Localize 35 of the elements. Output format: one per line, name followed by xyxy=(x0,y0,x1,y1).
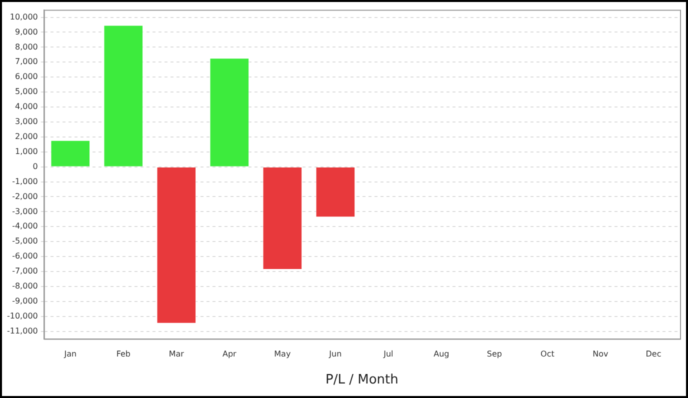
y-tick-label: 8,000 xyxy=(14,42,38,52)
y-tick-label: -10,000 xyxy=(6,311,38,320)
y-tick-label: 1,000 xyxy=(14,146,38,156)
x-tick-label: May xyxy=(274,350,291,359)
y-tick-label: 6,000 xyxy=(14,72,38,82)
y-tick-label: -9,000 xyxy=(12,296,38,306)
y-tick-label: -4,000 xyxy=(12,222,38,231)
x-tick-label: Feb xyxy=(116,350,130,359)
y-tick-label: -8,000 xyxy=(12,282,38,291)
x-tick-label: Apr xyxy=(222,350,238,359)
x-tick-label: Sep xyxy=(486,350,502,359)
x-tick-label: Oct xyxy=(540,350,554,359)
y-tick-label: 0 xyxy=(32,162,38,171)
x-tick-label: Mar xyxy=(168,350,185,359)
y-tick-label: 5,000 xyxy=(14,87,38,96)
x-tick-label: Jul xyxy=(382,350,394,359)
y-tick-label: -6,000 xyxy=(12,252,38,261)
y-tick-label: -1,000 xyxy=(12,176,38,186)
x-tick-label: Jan xyxy=(63,350,77,359)
y-tick-label: -2,000 xyxy=(12,192,38,201)
x-tick-label: Nov xyxy=(592,350,609,359)
x-tick-label: Dec xyxy=(646,350,662,359)
y-tick-label: 4,000 xyxy=(14,102,38,112)
y-tick-label: -3,000 xyxy=(12,206,38,216)
y-tick-label: 7,000 xyxy=(14,57,38,66)
x-tick-label: Jun xyxy=(328,350,342,359)
y-tick-label: 9,000 xyxy=(14,27,38,36)
x-tick-label: Aug xyxy=(434,350,450,359)
y-tick-label: 10,000 xyxy=(10,12,38,22)
y-tick-label: -7,000 xyxy=(12,266,38,276)
y-tick-label: -5,000 xyxy=(12,236,38,246)
y-tick-label: 3,000 xyxy=(14,117,38,126)
x-axis-title: P/L / Month xyxy=(326,372,398,388)
y-tick-label: 2,000 xyxy=(14,132,38,141)
y-tick-label: -11,000 xyxy=(6,326,38,336)
